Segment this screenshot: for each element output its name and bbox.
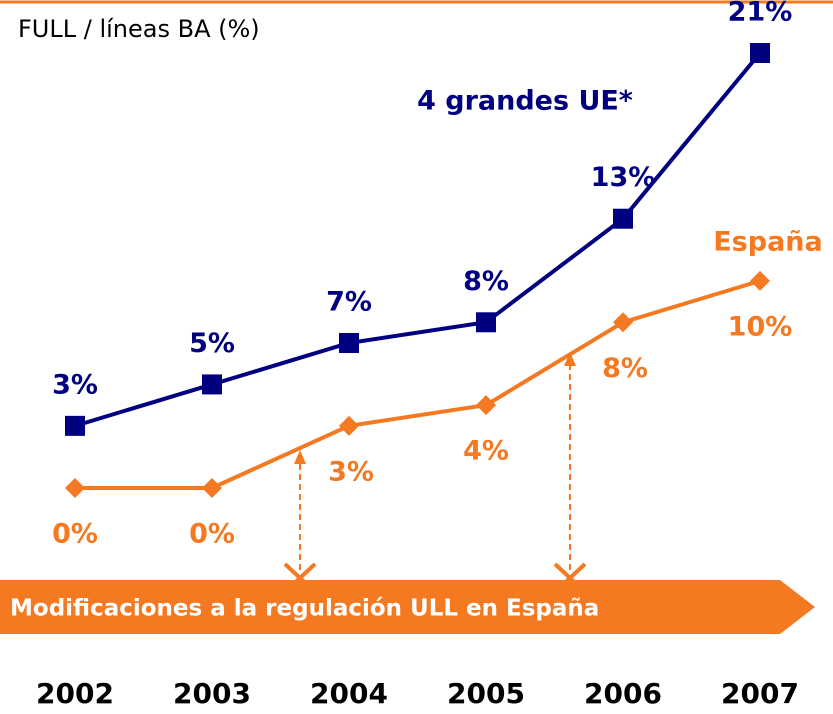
data-label: 0%	[189, 519, 235, 550]
data-label: 4%	[463, 436, 509, 467]
regulation-arrow	[0, 580, 815, 634]
x-tick-label: 2007	[721, 677, 799, 710]
data-label: 0%	[52, 519, 98, 550]
marker	[613, 208, 633, 229]
data-label: 3%	[328, 456, 374, 487]
series-line	[75, 278, 761, 490]
data-label: 8%	[602, 353, 648, 384]
series-line	[74, 51, 762, 428]
data-label: 3%	[52, 369, 98, 400]
data-label: 8%	[463, 266, 509, 297]
marker	[202, 478, 222, 498]
marker	[65, 478, 85, 498]
annotation: Modificaciones a la regulación ULL en Es…	[10, 596, 599, 622]
marker	[613, 312, 633, 333]
marker	[65, 415, 85, 436]
data-label: 21%	[728, 0, 793, 28]
legend-label: 4 grandes UE*	[417, 86, 633, 117]
x-tick-label: 2002	[36, 677, 114, 710]
legend-label: España	[713, 227, 823, 258]
data-label: 7%	[326, 287, 372, 318]
x-tick-label: 2005	[447, 677, 525, 710]
x-tick-label: 2004	[310, 677, 388, 710]
marker	[476, 312, 496, 333]
x-tick-label: 2003	[173, 677, 251, 710]
marker	[339, 333, 359, 353]
marker	[476, 395, 496, 416]
marker	[750, 43, 770, 63]
data-label: 10%	[728, 311, 793, 342]
marker	[339, 415, 359, 436]
marker	[202, 374, 222, 395]
data-label: 13%	[591, 162, 656, 193]
marker	[750, 270, 770, 291]
data-label: 5%	[189, 328, 235, 359]
x-tick-label: 2006	[584, 677, 662, 710]
chart-title: FULL / líneas BA (%)	[18, 15, 260, 43]
